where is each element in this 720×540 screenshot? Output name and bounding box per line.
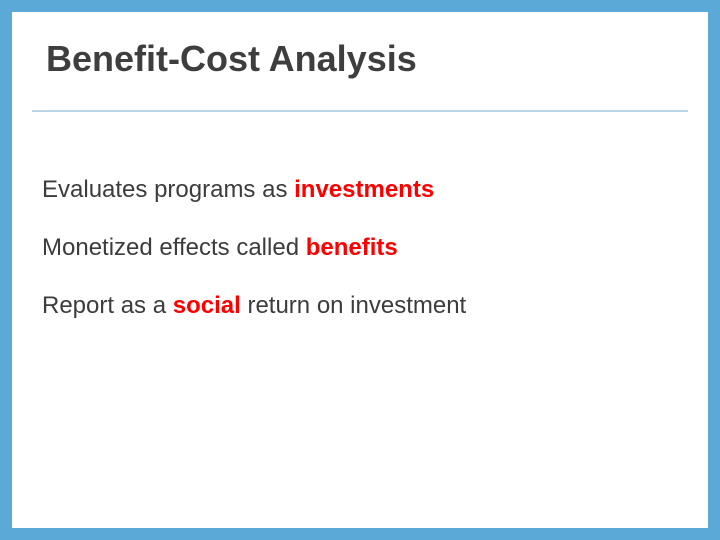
body-line: Report as a social return on investment xyxy=(42,292,466,320)
body-text: Monetized effects called xyxy=(42,234,306,261)
slide-title: Benefit-Cost Analysis xyxy=(46,38,417,80)
highlight-text: investments xyxy=(294,176,434,203)
body-text: return on investment xyxy=(241,292,466,319)
body-line: Monetized effects called benefits xyxy=(42,234,398,262)
highlight-text: social xyxy=(173,292,241,319)
body-text: Evaluates programs as xyxy=(42,176,294,203)
slide-container: Benefit-Cost Analysis Evaluates programs… xyxy=(0,0,720,540)
title-divider xyxy=(32,110,688,112)
body-line: Evaluates programs as investments xyxy=(42,176,434,204)
body-text: Report as a xyxy=(42,292,173,319)
highlight-text: benefits xyxy=(306,234,398,261)
